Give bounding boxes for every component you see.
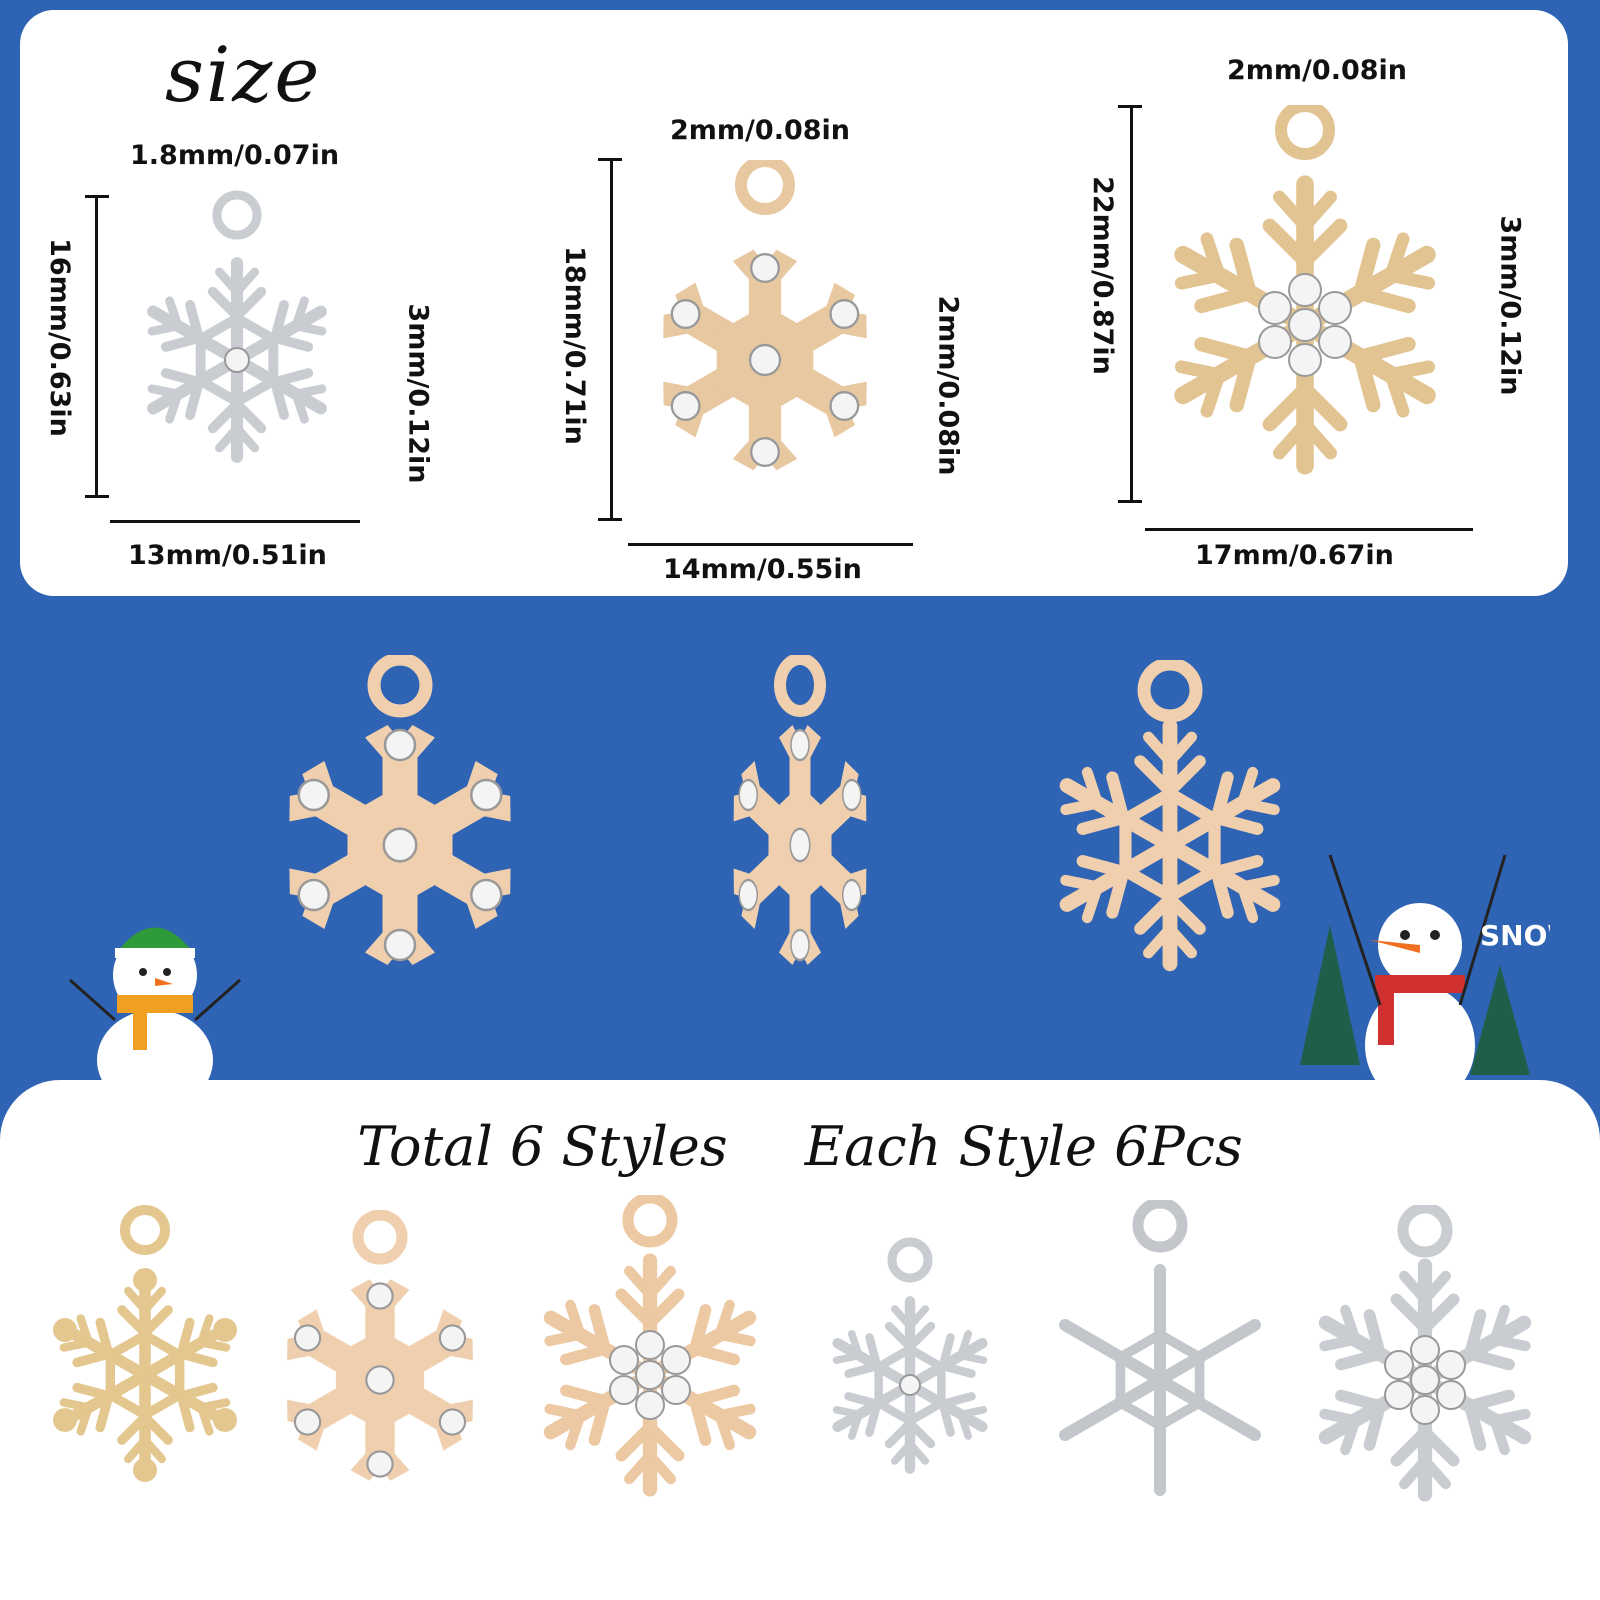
snowman-left-icon [69,927,241,1100]
height-label-2: 18mm/0.71in [558,246,590,445]
ring-label-1: 1.8mm/0.07in [130,140,340,171]
width-label-1: 13mm/0.51in [128,540,327,571]
height-label-3: 22mm/0.87in [1086,176,1118,375]
style-2-gold-gem-snowflake-icon [265,1210,495,1500]
style-1-gold-ball-snowflake-icon [30,1205,260,1482]
snow-badge: SNOW [1480,919,1550,952]
silver-snowflake-charm-icon [112,190,362,490]
gold-rhinestone-snowflake-charm-icon [1140,105,1470,505]
gold-gem-snowflake-charm-icon [270,655,530,975]
style-3-gold-rhinestone-snowflake-icon [520,1195,780,1515]
height-line-1 [95,195,98,495]
style-4-silver-snowflake-icon [810,1237,1010,1495]
height-cap-top-1 [85,195,109,198]
total-styles-label: Total 6 Styles [357,1115,728,1178]
gold-gem-snowflake-side-charm-icon [700,655,900,975]
thickness-label-2: 2mm/0.08in [932,295,964,476]
height-cap-bottom-1 [85,495,109,498]
gold-gem-snowflake-charm-icon [625,160,905,520]
style-5-silver-star-snowflake-icon [1059,1200,1261,1496]
height-label-1: 16mm/0.63in [43,238,75,437]
height-cap-top-2 [598,158,622,161]
style-6-silver-rhinestone-snowflake-icon [1295,1205,1555,1515]
ring-label-3: 2mm/0.08in [1227,55,1408,86]
width-label-3: 17mm/0.67in [1195,540,1394,571]
size-title: size [165,30,322,119]
width-line-2 [628,543,913,546]
width-line-1 [110,520,360,523]
width-label-2: 14mm/0.55in [663,554,862,585]
thickness-label-1: 3mm/0.12in [402,303,434,484]
ring-label-2: 2mm/0.08in [670,115,851,146]
height-cap-top-3 [1118,105,1142,108]
height-cap-bottom-3 [1118,500,1142,503]
height-line-3 [1130,105,1133,500]
styles-caption: Total 6 Styles Each Style 6Pcs [0,1115,1600,1178]
each-style-label: Each Style 6Pcs [804,1115,1243,1178]
width-line-3 [1145,528,1473,531]
gold-textured-snowflake-charm-icon [1040,660,1300,980]
height-line-2 [610,158,613,518]
height-cap-bottom-2 [598,518,622,521]
thickness-label-3: 3mm/0.12in [1494,215,1526,396]
